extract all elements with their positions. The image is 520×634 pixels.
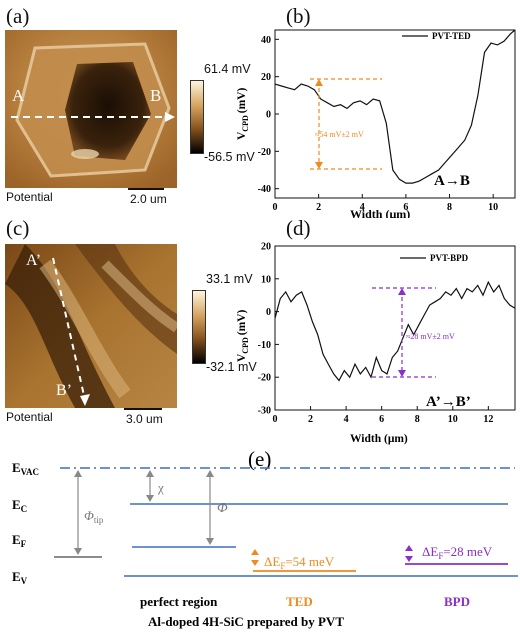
panel-d-ytick-label: 10 — [261, 274, 271, 285]
panel-e-label-bpd: BPD — [444, 594, 470, 609]
panel-d-xtick-label: 2 — [308, 414, 313, 425]
panel-d-ylabel: VCPD(mV) — [236, 310, 250, 362]
panel-d-ytick-label: -20 — [258, 373, 271, 384]
panel-b-annot-arrow-up — [315, 79, 323, 86]
panel-b-ytick-label: -40 — [258, 184, 271, 195]
panel-d-ytick-label: 20 — [261, 242, 271, 253]
panel-e-label-perfect: perfect region — [140, 594, 218, 609]
panel-e-ted-shift-label: ΔEF=54 meV — [264, 554, 335, 571]
panel-c-letter: (c) — [6, 216, 29, 241]
panel-d-xtick-label: 4 — [344, 414, 349, 425]
panel-a-point-a: A — [12, 86, 24, 106]
panel-e-phi-label: Φ — [217, 501, 228, 516]
panel-d-xtick-label: 10 — [448, 414, 458, 425]
panel-b-annotation: ≈54 mV±2 mV — [315, 130, 364, 139]
panel-c-colorbar — [192, 290, 206, 364]
panel-e-caption: Al-doped 4H-SiC prepared by PVT — [148, 614, 344, 629]
panel-c-point-b: B’ — [56, 382, 72, 400]
panel-c-point-a: A’ — [26, 252, 41, 270]
panel-a-scalebar — [128, 188, 164, 190]
panel-e-ec-label: EC — [12, 497, 27, 514]
panel-d-plot-frame — [275, 246, 515, 410]
panel-d-chart: 0 2 4 6 8 10 12 -30 -20 -10 0 10 20 ≈28 mV±2 mV PVT-… — [232, 238, 520, 446]
panel-d-series-line — [275, 282, 515, 380]
panel-c-scalebar-label: 3.0 um — [126, 412, 163, 426]
panel-e-ev-label: EV — [12, 569, 28, 586]
panel-b-ylabel: VCPD(mV) — [236, 88, 250, 140]
panel-d-xtick-label: 0 — [273, 414, 278, 425]
panel-b-annot-arrow-down — [315, 162, 323, 169]
panel-b-xlabel: Width (μm) — [350, 207, 410, 218]
panel-d-direction: A’→B’ — [426, 394, 471, 410]
panel-e-label-ted: TED — [286, 594, 313, 609]
panel-b-ytick-label: -20 — [258, 147, 271, 158]
panel-a-line-profile — [5, 110, 177, 124]
panel-c-scalebar — [124, 408, 162, 410]
panel-d-legend: PVT-BPD — [430, 253, 469, 263]
panel-c-caption: Potential — [6, 410, 53, 424]
panel-b-series-line — [275, 30, 515, 183]
panel-a-scalebar-label: 2.0 um — [130, 192, 167, 206]
panel-a-letter: (a) — [6, 4, 29, 29]
panel-b-direction: A→B — [434, 173, 470, 189]
panel-b-xtick-label: 2 — [316, 202, 321, 213]
panel-e-chi-label: χ — [157, 480, 164, 495]
panel-b-legend: PVT-TED — [432, 31, 471, 41]
panel-d-ytick-label: -10 — [258, 340, 271, 351]
panel-e-ted-arrow-up — [251, 549, 259, 555]
panel-b-ytick-label: 0 — [266, 110, 271, 121]
panel-d-annot-arrow-down — [398, 370, 406, 377]
panel-e-evac-label: EVAC — [12, 460, 39, 477]
panel-d-xtick-label: 6 — [379, 414, 384, 425]
panel-b-ytick-label: 40 — [261, 35, 271, 46]
panel-e-ef-label: EF — [12, 532, 27, 549]
panel-d-annotation: ≈28 mV±2 mV — [406, 332, 455, 341]
svg-text:VCPD(mV): VCPD(mV) — [236, 310, 250, 362]
panel-e-bpd-shift-label: ΔEF=28 meV — [422, 544, 493, 561]
panel-a-kpfm-image — [5, 30, 177, 188]
panel-a-caption: Potential — [6, 190, 53, 204]
panel-e-ted-arrow-down — [251, 560, 259, 566]
panel-b-xtick-label: 10 — [488, 202, 498, 213]
svg-text:VCPD(mV): VCPD(mV) — [236, 88, 250, 140]
panel-d-xtick-label: 8 — [415, 414, 420, 425]
panel-b-xtick-label: 0 — [273, 202, 278, 213]
panel-e-bpd-arrow-up — [405, 545, 413, 551]
panel-a-colorbar — [190, 80, 204, 154]
panel-e-band-diagram: (e) EVAC EC EF EV Φtip χ Φ ΔEF=54 meV ΔE… — [0, 440, 520, 634]
panel-d-ytick-label: 0 — [266, 307, 271, 318]
panel-e-bpd-arrow-down — [405, 556, 413, 562]
panel-d-xtick-label: 12 — [483, 414, 493, 425]
panel-b-ytick-label: 20 — [261, 72, 271, 83]
panel-d-annot-arrow-up — [398, 288, 406, 295]
panel-a-point-b: B — [150, 86, 161, 106]
panel-b-xtick-label: 8 — [447, 202, 452, 213]
panel-e-phi-tip-label: Φtip — [84, 508, 104, 525]
panel-d-ytick-label: -30 — [258, 406, 271, 417]
